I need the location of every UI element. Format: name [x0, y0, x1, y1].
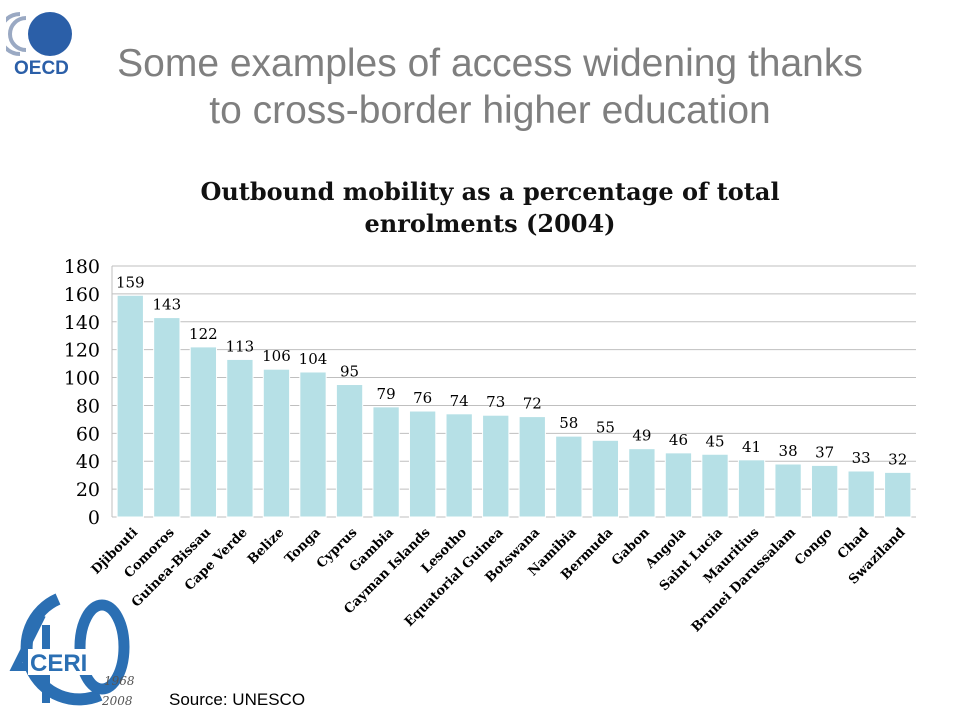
x-tick-label: Congo — [792, 525, 836, 569]
bar — [335, 384, 364, 518]
bar — [372, 406, 400, 518]
bar — [774, 463, 802, 518]
bar — [262, 368, 291, 518]
bar — [189, 346, 218, 518]
y-axis-ticks: 0 20 40 60 80 100 120 140 160 180 — [64, 256, 100, 529]
data-label: 33 — [852, 449, 871, 467]
x-tick-label: Saint Lucia — [657, 525, 726, 594]
data-label: 38 — [779, 442, 798, 460]
y-tick-label: 0 — [88, 507, 100, 529]
y-tick-label: 40 — [76, 451, 100, 473]
data-label: 55 — [596, 418, 615, 436]
chart-title: Outbound mobility as a percentage of tot… — [120, 176, 860, 240]
bar — [518, 416, 546, 518]
data-label: 113 — [226, 337, 255, 355]
bar — [847, 470, 875, 518]
y-tick-label: 20 — [76, 479, 100, 501]
bar — [701, 453, 729, 518]
ceri-year-end: 2008 — [101, 694, 133, 708]
x-tick-label: Belize — [245, 525, 287, 567]
data-label: 45 — [705, 432, 724, 450]
bar — [591, 439, 620, 518]
bar — [810, 464, 839, 518]
ceri-40-anniversary-logo: CERI 1968 2008 — [9, 593, 135, 708]
bar — [408, 410, 437, 518]
slide-title-line-2: to cross-border higher education — [209, 89, 771, 132]
data-labels: 159 143 122 113 106 104 95 79 76 74 73 72 58 55 49 46 45… — [116, 273, 907, 468]
bar — [737, 459, 766, 518]
bar — [555, 435, 583, 518]
bar — [884, 471, 912, 518]
oecd-logo-text: OECD — [14, 58, 69, 78]
y-tick-label: 100 — [64, 368, 100, 390]
chart-title-line-2: enrolments (2004) — [364, 209, 616, 238]
data-label: 95 — [340, 363, 359, 381]
data-label: 73 — [486, 393, 505, 411]
data-label: 37 — [815, 443, 834, 461]
data-label: 74 — [450, 392, 469, 410]
data-label: 58 — [559, 414, 578, 432]
bar — [116, 294, 144, 518]
y-tick-label: 180 — [64, 256, 100, 278]
y-tick-label: 60 — [76, 423, 100, 445]
data-label: 106 — [262, 347, 291, 365]
ceri-logo-text: CERI — [30, 650, 87, 677]
ceri-year-start: 1968 — [104, 674, 135, 688]
bar — [482, 414, 510, 518]
y-tick-label: 140 — [64, 312, 100, 334]
data-label: 159 — [116, 273, 145, 291]
y-tick-label: 120 — [64, 340, 100, 362]
data-label: 79 — [377, 385, 396, 403]
oecd-logo-icon: OECD — [6, 12, 72, 78]
data-label: 104 — [299, 350, 328, 368]
chart-title-line-1: Outbound mobility as a percentage of tot… — [200, 177, 780, 206]
data-label: 46 — [669, 431, 688, 449]
data-label: 41 — [742, 438, 761, 456]
bar — [628, 448, 656, 518]
y-tick-label: 160 — [64, 284, 100, 306]
data-label: 49 — [632, 427, 651, 445]
bar — [664, 452, 693, 518]
bar — [153, 317, 181, 518]
y-tick-label: 80 — [76, 395, 100, 417]
data-label: 32 — [888, 450, 907, 468]
data-label: 76 — [413, 389, 432, 407]
source-note: Source: UNESCO — [169, 690, 306, 709]
bar — [226, 358, 254, 518]
bars — [116, 294, 912, 518]
data-label: 72 — [523, 395, 542, 413]
slide-title: Some examples of access widening thanks … — [60, 40, 920, 134]
bar — [299, 371, 327, 518]
bar — [445, 413, 473, 518]
data-label: 143 — [152, 296, 181, 314]
data-label: 122 — [189, 325, 218, 343]
slide-title-line-1: Some examples of access widening thanks — [117, 42, 863, 85]
